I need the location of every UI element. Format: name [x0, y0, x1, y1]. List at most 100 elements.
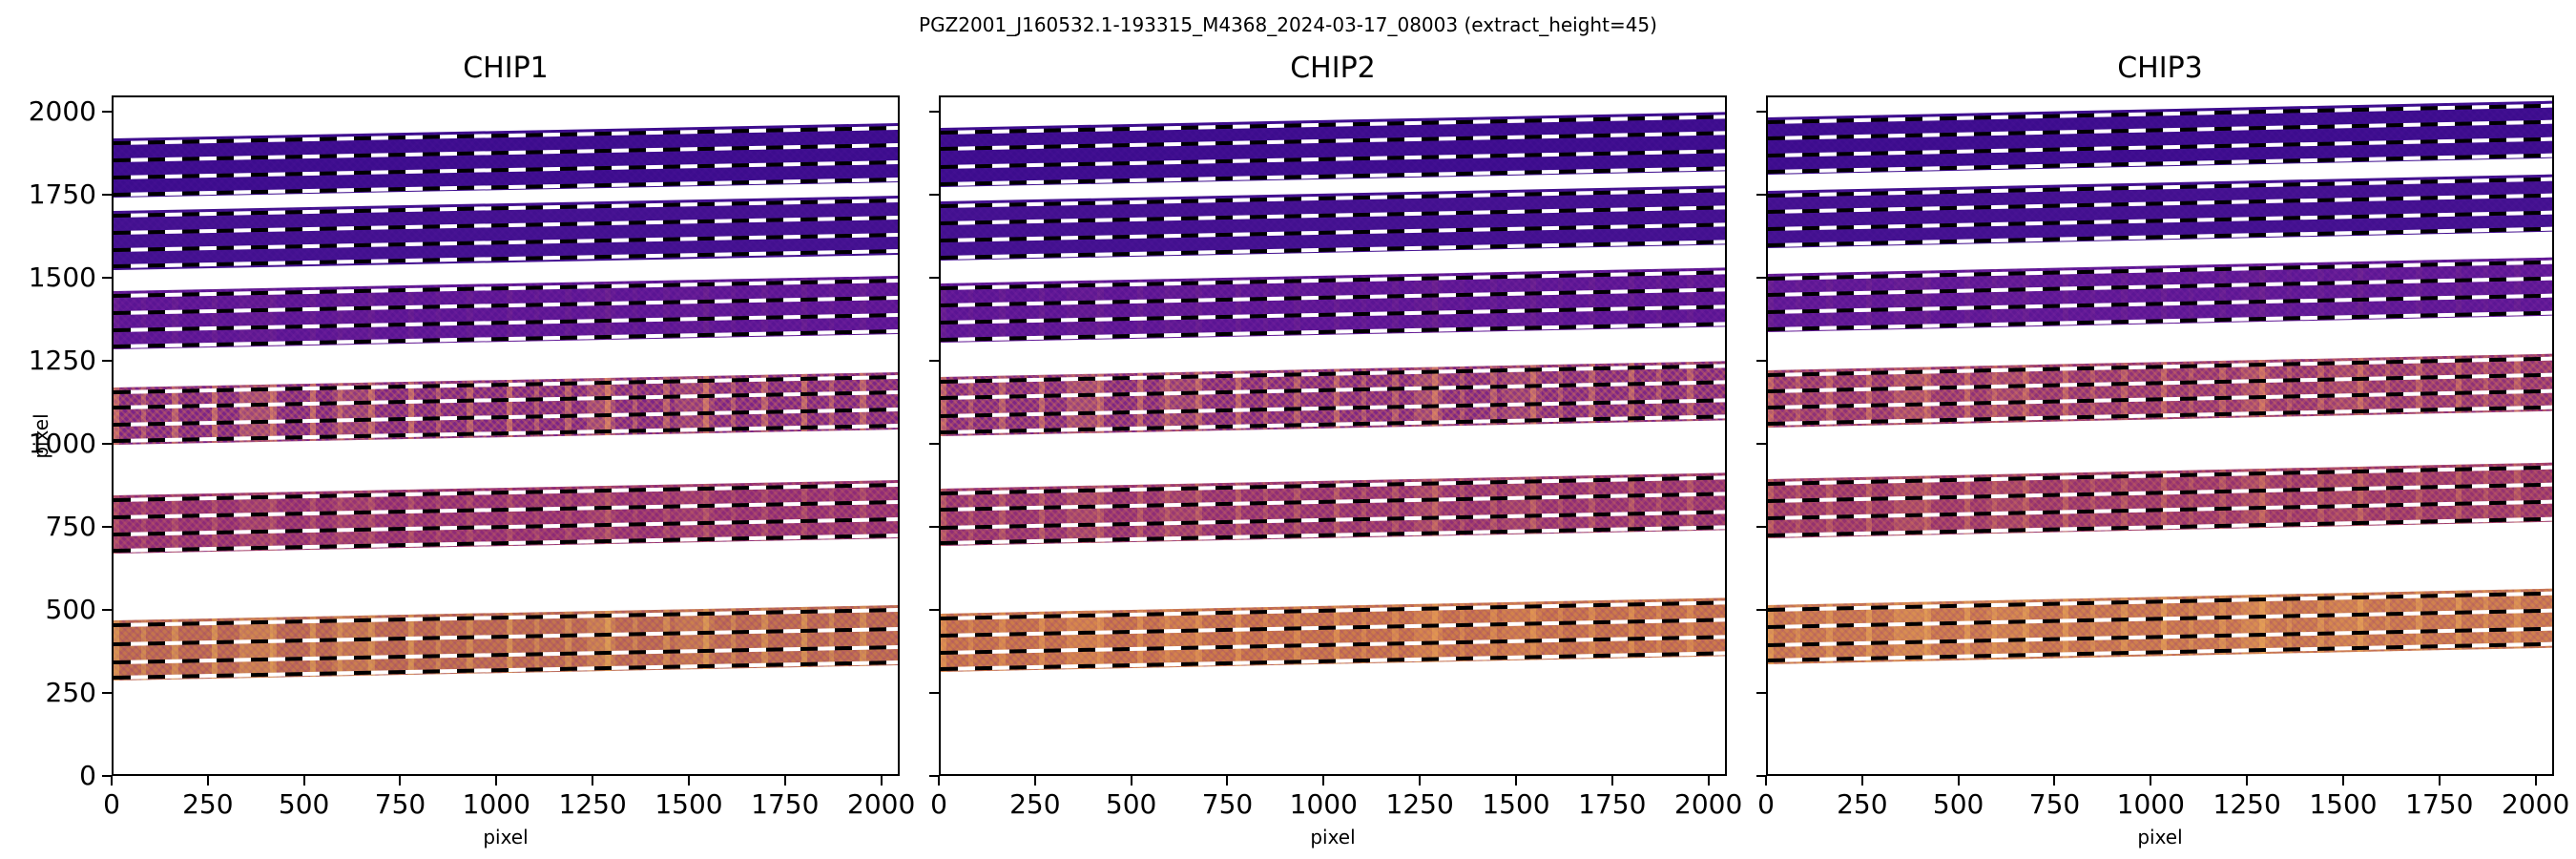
x-tick-label: 2000 — [847, 788, 916, 820]
panel-chip3: CHIP3 0 250 500 750 1000 1250 1500 1750 2000 pixel — [1756, 52, 2569, 849]
x-tick-label: 1250 — [558, 788, 627, 820]
x-tick-mark — [1033, 776, 1036, 786]
y-tick-mark — [102, 525, 112, 528]
trace-line — [941, 287, 1725, 307]
y-tick-mark — [102, 110, 112, 113]
x-tick-label: 2000 — [1674, 788, 1743, 820]
trace-line — [1768, 276, 2552, 298]
x-tick-mark — [1514, 776, 1517, 786]
x-tick-label: 1250 — [2212, 788, 2281, 820]
y-tick-mark — [929, 193, 939, 196]
x-tick-label: 500 — [1105, 788, 1157, 820]
x-tick-label: 750 — [374, 788, 426, 820]
trace-line — [1768, 642, 2552, 663]
trace-line — [114, 626, 898, 646]
trace-line — [1768, 500, 2552, 521]
y-tick-mark — [102, 193, 112, 196]
trace-line — [941, 131, 1725, 152]
x-tick-label: 1500 — [2309, 788, 2378, 820]
trace-line — [1768, 226, 2552, 247]
order-band — [114, 372, 898, 445]
trace-line — [1768, 608, 2552, 629]
trace-line — [941, 650, 1725, 671]
x-tick-label: 1750 — [751, 788, 820, 820]
trace-line — [114, 233, 898, 253]
trace-line — [941, 166, 1725, 186]
y-tick-mark — [929, 276, 939, 279]
x-tick-mark — [1322, 776, 1325, 786]
trace-line — [941, 617, 1725, 638]
trace-line — [941, 115, 1725, 135]
x-tick-label: 1000 — [1289, 788, 1358, 820]
trace-line — [941, 304, 1725, 325]
order-band — [941, 597, 1725, 672]
y-tick-label: 1000 — [28, 427, 96, 459]
trace-line — [114, 143, 898, 163]
x-tick-mark — [1957, 776, 1960, 786]
x-tick-mark — [206, 776, 209, 786]
order-band — [1768, 100, 2552, 176]
figure-title: PGZ2001_J160532.1-193315_M4368_2024-03-1… — [919, 13, 1657, 36]
x-tick-label: 0 — [1757, 788, 1775, 820]
x-tick-label: 1750 — [2405, 788, 2474, 820]
panel-chip1: CHIP1 0 250 500 750 1000 1250 1500 1750 2000 0 250 5… — [29, 52, 916, 849]
x-tick-label: 2000 — [2502, 788, 2570, 820]
trace-line — [114, 249, 898, 269]
x-tick-mark — [1765, 776, 1767, 786]
trace-line — [941, 222, 1725, 243]
x-axis-label: pixel — [2137, 826, 2183, 849]
trace-line — [1768, 465, 2552, 487]
x-tick-mark — [2341, 776, 2344, 786]
y-tick-mark — [1756, 110, 1766, 113]
order-band — [1768, 353, 2552, 428]
x-tick-mark — [2438, 776, 2441, 786]
plot-area-chip2 — [939, 95, 1727, 776]
x-tick-label: 250 — [1837, 788, 1888, 820]
y-tick-mark — [1756, 775, 1766, 777]
y-tick-mark — [929, 691, 939, 694]
x-axis-label: pixel — [1310, 826, 1356, 849]
x-tick-mark — [1707, 776, 1710, 786]
trace-line — [1768, 260, 2552, 281]
y-tick-label: 1250 — [28, 344, 96, 376]
trace-line — [114, 517, 898, 537]
trace-line — [114, 499, 898, 519]
y-tick-label: 500 — [45, 593, 96, 625]
trace-line — [1768, 356, 2552, 377]
y-tick-mark — [102, 775, 112, 777]
x-tick-label: 1000 — [2116, 788, 2185, 820]
trace-line — [941, 475, 1725, 496]
x-tick-label: 500 — [1932, 788, 1984, 820]
x-tick-mark — [2150, 776, 2152, 786]
trace-line — [114, 534, 898, 554]
trace-line — [941, 492, 1725, 513]
trace-line — [941, 322, 1725, 343]
trace-line — [114, 125, 898, 145]
x-tick-mark — [111, 776, 113, 786]
trace-line — [114, 607, 898, 627]
x-tick-mark — [495, 776, 498, 786]
trace-line — [941, 414, 1725, 435]
x-tick-mark — [592, 776, 594, 786]
plot-area-chip3 — [1766, 95, 2554, 776]
x-tick-label: 500 — [278, 788, 330, 820]
x-tick-label: 250 — [1009, 788, 1061, 820]
trace-line — [1768, 136, 2552, 157]
x-tick-mark — [1130, 776, 1132, 786]
trace-line — [941, 240, 1725, 261]
x-tick-label: 1250 — [1385, 788, 1454, 820]
x-tick-mark — [2246, 776, 2249, 786]
x-tick-mark — [1419, 776, 1422, 786]
y-tick-mark — [102, 276, 112, 279]
y-tick-label: 250 — [45, 676, 96, 708]
y-tick-mark — [102, 608, 112, 611]
y-tick-label: 750 — [45, 510, 96, 542]
trace-line — [114, 295, 898, 315]
panel-title-chip2: CHIP2 — [1290, 52, 1376, 85]
trace-line — [114, 312, 898, 332]
y-tick-mark — [1756, 193, 1766, 196]
x-tick-label: 1500 — [654, 788, 723, 820]
x-tick-mark — [1860, 776, 1863, 786]
trace-line — [114, 199, 898, 219]
